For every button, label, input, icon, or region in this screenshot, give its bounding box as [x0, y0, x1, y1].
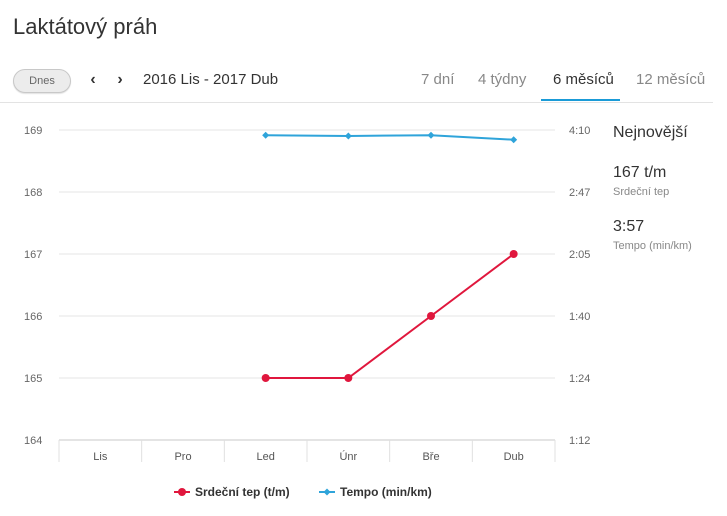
date-range-label: 2016 Lis - 2017 Dub — [143, 71, 279, 88]
y-left-tick-label: 165 — [24, 373, 42, 385]
x-tick-label: Dub — [504, 451, 524, 463]
pace-line — [265, 134, 514, 141]
latest-heart-label: Srdeční tep — [613, 186, 670, 198]
latest-pace-value: 3:57 — [613, 218, 645, 235]
y-right-tick-label: 1:12 — [569, 435, 590, 447]
tab-7-days[interactable]: 7 dní — [421, 71, 455, 88]
pace-point — [510, 136, 518, 144]
heart-rate-point — [261, 374, 270, 382]
x-tick-label: Únr — [339, 450, 357, 463]
y-right-tick-label: 4:10 — [569, 125, 590, 137]
tab-6-months[interactable]: 6 měsíců — [553, 71, 614, 88]
pace-point — [262, 131, 270, 139]
tab-4-weeks[interactable]: 4 týdny — [478, 71, 527, 88]
chevron-left-icon[interactable]: ‹ — [90, 71, 96, 88]
y-right-tick-label: 1:40 — [569, 311, 590, 323]
toolbar-divider — [0, 102, 713, 103]
latest-panel: Nejnovější 167 t/m Srdeční tep 3:57 Temp… — [613, 124, 723, 252]
chevron-right-icon[interactable]: › — [117, 71, 123, 88]
legend-swatch-marker — [178, 488, 186, 496]
heart-rate-point — [509, 250, 518, 258]
toolbar: Dnes ‹ › 2016 Lis - 2017 Dub 7 dní 4 týd… — [0, 62, 727, 102]
legend-label: Srdeční tep (t/m) — [195, 485, 290, 499]
x-tick-label: Led — [256, 451, 274, 463]
heart-rate-point — [427, 312, 435, 320]
today-button[interactable]: Dnes — [13, 69, 71, 93]
x-tick-label: Lis — [93, 451, 108, 463]
tab-12-months[interactable]: 12 měsíců — [636, 71, 706, 88]
y-left-tick-label: 167 — [24, 249, 42, 261]
heart-rate-line — [265, 253, 515, 379]
active-tab-indicator — [541, 99, 620, 101]
page-title: Laktátový práh — [13, 14, 158, 39]
y-right-tick-label: 1:24 — [569, 373, 590, 385]
pace-point — [344, 132, 352, 140]
legend-label: Tempo (min/km) — [340, 485, 432, 499]
latest-heading: Nejnovější — [613, 124, 688, 141]
y-left-tick-label: 168 — [24, 187, 42, 199]
legend-swatch-marker — [323, 488, 331, 496]
y-left-tick-label: 169 — [24, 125, 42, 137]
y-left-tick-label: 164 — [24, 435, 42, 447]
latest-heart-value: 167 t/m — [613, 164, 667, 181]
y-left-tick-label: 166 — [24, 311, 42, 323]
pace-point — [427, 131, 435, 139]
latest-pace-label: Tempo (min/km) — [613, 240, 692, 252]
y-right-tick-label: 2:05 — [569, 249, 590, 261]
heart-rate-point — [344, 374, 353, 382]
x-tick-label: Bře — [422, 451, 439, 463]
x-tick-label: Pro — [174, 451, 191, 463]
y-right-tick-label: 2:47 — [569, 187, 590, 199]
